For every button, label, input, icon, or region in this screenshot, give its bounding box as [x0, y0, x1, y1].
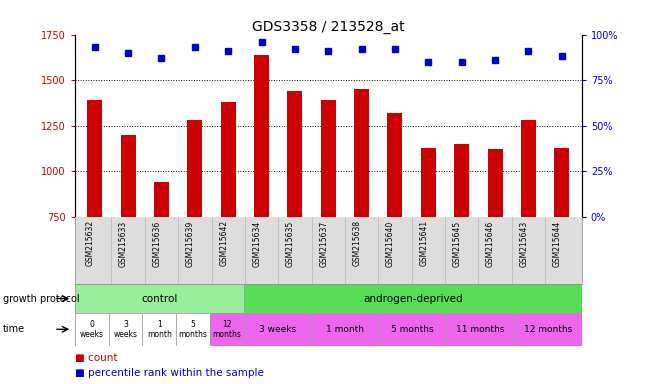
Text: ■ count: ■ count — [75, 353, 117, 363]
Bar — [87, 100, 102, 217]
Bar — [454, 144, 469, 217]
Text: GSM215635: GSM215635 — [286, 220, 295, 266]
Text: GSM215639: GSM215639 — [186, 220, 195, 266]
Text: GSM215633: GSM215633 — [119, 220, 128, 266]
Text: ■ percentile rank within the sample: ■ percentile rank within the sample — [75, 368, 264, 378]
Text: control: control — [141, 293, 177, 304]
Text: androgen-deprived: androgen-deprived — [363, 293, 463, 304]
Text: GSM215643: GSM215643 — [519, 220, 528, 266]
Text: GSM215646: GSM215646 — [486, 220, 495, 266]
Text: 3
weeks: 3 weeks — [114, 319, 137, 339]
Text: GSM215632: GSM215632 — [86, 220, 95, 266]
Text: 5 months: 5 months — [391, 325, 434, 334]
Text: 0
weeks: 0 weeks — [80, 319, 103, 339]
Bar — [121, 135, 136, 217]
Text: 12
months: 12 months — [213, 319, 241, 339]
Bar — [488, 149, 502, 217]
Bar — [154, 182, 169, 217]
Text: 12 months: 12 months — [524, 325, 572, 334]
Title: GDS3358 / 213528_at: GDS3358 / 213528_at — [252, 20, 404, 33]
Text: GSM215640: GSM215640 — [386, 220, 395, 266]
Text: GSM215644: GSM215644 — [552, 220, 562, 266]
Text: GSM215645: GSM215645 — [452, 220, 462, 266]
Text: GSM215641: GSM215641 — [419, 220, 428, 266]
Text: 5
months: 5 months — [179, 319, 207, 339]
Bar — [320, 100, 336, 217]
Text: 11 months: 11 months — [456, 325, 504, 334]
Bar — [187, 120, 202, 217]
Bar — [287, 91, 302, 217]
Text: GSM215638: GSM215638 — [352, 220, 361, 266]
Text: 1 month: 1 month — [326, 325, 364, 334]
Text: growth protocol: growth protocol — [3, 293, 80, 304]
Text: time: time — [3, 324, 25, 334]
Text: GSM215634: GSM215634 — [253, 220, 261, 266]
Bar — [354, 89, 369, 217]
Text: 1
month: 1 month — [147, 319, 172, 339]
Bar — [521, 120, 536, 217]
Text: GSM215642: GSM215642 — [219, 220, 228, 266]
Bar — [554, 148, 569, 217]
Text: GSM215637: GSM215637 — [319, 220, 328, 266]
Bar — [421, 148, 436, 217]
Bar — [221, 102, 236, 217]
Text: GSM215636: GSM215636 — [153, 220, 161, 266]
Text: 3 weeks: 3 weeks — [259, 325, 296, 334]
Bar — [254, 55, 269, 217]
Bar — [387, 113, 402, 217]
